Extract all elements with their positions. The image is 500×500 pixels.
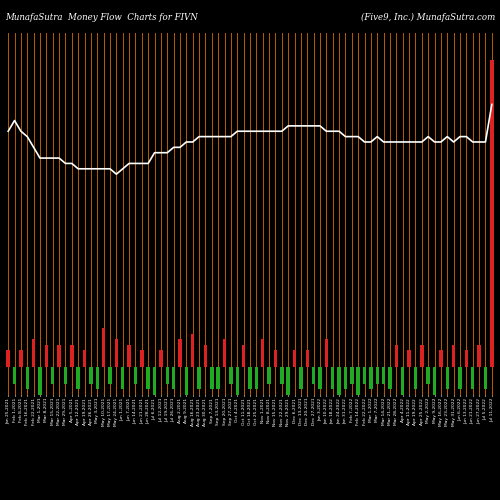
- Bar: [312, 367, 316, 384]
- Bar: [108, 367, 112, 384]
- Bar: [369, 367, 372, 390]
- Bar: [114, 339, 118, 367]
- Bar: [433, 367, 436, 395]
- Bar: [70, 345, 73, 367]
- Bar: [83, 350, 86, 367]
- Bar: [414, 367, 417, 390]
- Bar: [159, 350, 162, 367]
- Text: (Five9, Inc.) MunafaSutra.com: (Five9, Inc.) MunafaSutra.com: [361, 12, 495, 22]
- Bar: [356, 367, 360, 395]
- Bar: [344, 367, 347, 390]
- Bar: [408, 350, 411, 367]
- Bar: [490, 60, 494, 367]
- Bar: [166, 367, 169, 384]
- Bar: [76, 367, 80, 390]
- Bar: [13, 367, 16, 384]
- Bar: [121, 367, 124, 390]
- Bar: [471, 367, 474, 390]
- Bar: [280, 367, 283, 384]
- Bar: [286, 367, 290, 395]
- Bar: [172, 367, 176, 390]
- Bar: [64, 367, 67, 384]
- Bar: [229, 367, 232, 384]
- Bar: [446, 367, 449, 390]
- Bar: [388, 367, 392, 390]
- Bar: [58, 345, 61, 367]
- Bar: [191, 334, 194, 367]
- Bar: [134, 367, 137, 384]
- Bar: [382, 367, 386, 384]
- Bar: [254, 367, 258, 390]
- Bar: [178, 339, 182, 367]
- Bar: [478, 345, 481, 367]
- Bar: [210, 367, 214, 390]
- Bar: [184, 367, 188, 395]
- Bar: [102, 328, 106, 367]
- Bar: [248, 367, 252, 390]
- Bar: [236, 367, 239, 395]
- Bar: [299, 367, 302, 390]
- Bar: [223, 339, 226, 367]
- Bar: [464, 350, 468, 367]
- Bar: [242, 345, 246, 367]
- Bar: [198, 367, 201, 390]
- Bar: [261, 339, 264, 367]
- Bar: [338, 367, 341, 395]
- Bar: [293, 350, 296, 367]
- Bar: [274, 350, 277, 367]
- Bar: [324, 339, 328, 367]
- Bar: [128, 345, 131, 367]
- Bar: [96, 367, 99, 390]
- Bar: [484, 367, 487, 390]
- Bar: [146, 367, 150, 390]
- Bar: [140, 350, 143, 367]
- Bar: [44, 345, 48, 367]
- Bar: [458, 367, 462, 390]
- Bar: [350, 367, 354, 384]
- Bar: [89, 367, 92, 384]
- Bar: [318, 367, 322, 390]
- Bar: [38, 367, 42, 395]
- Bar: [331, 367, 334, 390]
- Bar: [394, 345, 398, 367]
- Bar: [363, 367, 366, 384]
- Bar: [376, 367, 379, 384]
- Bar: [19, 350, 22, 367]
- Bar: [268, 367, 271, 384]
- Bar: [306, 350, 309, 367]
- Text: MunafaSutra  Money Flow  Charts for FIVN: MunafaSutra Money Flow Charts for FIVN: [5, 12, 198, 22]
- Bar: [452, 345, 456, 367]
- Bar: [426, 367, 430, 384]
- Bar: [401, 367, 404, 395]
- Bar: [32, 339, 35, 367]
- Bar: [51, 367, 54, 384]
- Bar: [204, 345, 207, 367]
- Bar: [420, 345, 424, 367]
- Bar: [153, 367, 156, 395]
- Bar: [6, 350, 10, 367]
- Bar: [26, 367, 29, 390]
- Bar: [439, 350, 442, 367]
- Bar: [216, 367, 220, 390]
